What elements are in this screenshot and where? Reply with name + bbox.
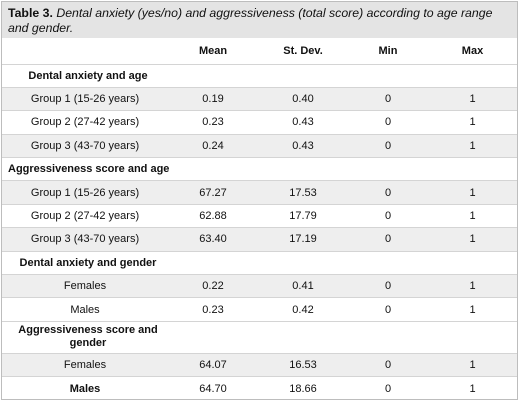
table-row: Males 64.70 18.66 0 1 xyxy=(2,376,517,400)
table-row: Group 1 (15-26 years) 0.19 0.40 0 1 xyxy=(2,87,517,111)
cell-min: 0 xyxy=(384,116,392,129)
row-label: Males xyxy=(70,303,100,316)
cell-max: 1 xyxy=(469,186,476,199)
table-row: Group 2 (27-42 years) 62.88 17.79 0 1 xyxy=(2,204,517,227)
cell-max: 1 xyxy=(469,116,476,129)
header-max: Max xyxy=(461,44,484,57)
cell-max: 1 xyxy=(469,139,476,152)
header-mean: Mean xyxy=(198,44,228,57)
cell-min: 0 xyxy=(384,303,392,316)
header-st-dev: St. Dev. xyxy=(283,44,323,57)
cell-max: 1 xyxy=(469,233,476,246)
table-row: Females 0.22 0.41 0 1 xyxy=(2,274,517,298)
cell-st-dev: 0.43 xyxy=(292,116,314,129)
row-label: Females xyxy=(63,280,107,293)
row-label: Females xyxy=(63,358,107,371)
cell-st-dev: 17.19 xyxy=(289,233,317,246)
section-title: Aggressiveness score and age xyxy=(8,163,170,176)
cell-mean: 0.23 xyxy=(202,116,224,129)
cell-mean: 0.24 xyxy=(202,139,224,152)
table-title: Dental anxiety (yes/no) and aggressivene… xyxy=(8,6,493,35)
cell-min: 0 xyxy=(384,186,392,199)
cell-mean: 67.27 xyxy=(199,186,227,199)
cell-max: 1 xyxy=(469,93,476,106)
table-caption: Table 3. Dental anxiety (yes/no) and agg… xyxy=(2,2,517,38)
row-label: Group 2 (27-42 years) xyxy=(30,210,140,223)
section-title: Dental anxiety and gender xyxy=(19,256,157,269)
cell-max: 1 xyxy=(469,210,476,223)
section-title: Aggressiveness score and gender xyxy=(18,324,158,350)
cell-st-dev: 16.53 xyxy=(289,358,317,371)
cell-mean: 62.88 xyxy=(199,210,227,223)
cell-min: 0 xyxy=(384,358,392,371)
section-header-row: Aggressiveness score and gender xyxy=(2,321,517,353)
row-label: Males xyxy=(69,382,101,395)
cell-max: 1 xyxy=(469,303,476,316)
table-row: Males 0.23 0.42 0 1 xyxy=(2,297,517,321)
header-row: Mean St. Dev. Min Max xyxy=(2,38,517,64)
cell-min: 0 xyxy=(384,382,392,395)
header-min: Min xyxy=(378,44,398,57)
cell-mean: 63.40 xyxy=(199,233,227,246)
row-label: Group 3 (43-70 years) xyxy=(30,233,140,246)
table-row: Females 64.07 16.53 0 1 xyxy=(2,353,517,377)
cell-st-dev: 0.41 xyxy=(292,280,314,293)
table-row: Group 2 (27-42 years) 0.23 0.43 0 1 xyxy=(2,110,517,134)
row-label: Group 1 (15-26 years) xyxy=(30,186,140,199)
section-title: Dental anxiety and age xyxy=(28,69,148,82)
cell-mean: 64.07 xyxy=(199,358,227,371)
cell-max: 1 xyxy=(469,280,476,293)
section-header-row: Dental anxiety and gender xyxy=(2,251,517,274)
cell-max: 1 xyxy=(469,382,476,395)
section-header-row: Dental anxiety and age xyxy=(2,64,517,87)
header-blank xyxy=(2,38,168,64)
cell-min: 0 xyxy=(384,280,392,293)
data-table: Mean St. Dev. Min Max Dental anxiety and… xyxy=(2,38,517,400)
cell-min: 0 xyxy=(384,210,392,223)
cell-st-dev: 0.43 xyxy=(292,139,314,152)
cell-st-dev: 0.42 xyxy=(292,303,314,316)
cell-mean: 0.19 xyxy=(202,93,224,106)
cell-st-dev: 0.40 xyxy=(292,93,314,106)
cell-max: 1 xyxy=(469,358,476,371)
row-label: Group 2 (27-42 years) xyxy=(30,116,140,129)
table-label: Table 3. xyxy=(8,6,53,20)
cell-mean: 64.70 xyxy=(199,382,227,395)
cell-st-dev: 17.53 xyxy=(289,186,317,199)
section-header-row: Aggressiveness score and age xyxy=(2,157,517,181)
table-row: Group 1 (15-26 years) 67.27 17.53 0 1 xyxy=(2,180,517,205)
cell-min: 0 xyxy=(384,139,392,152)
cell-st-dev: 18.66 xyxy=(289,382,317,395)
cell-min: 0 xyxy=(384,233,392,246)
cell-mean: 0.22 xyxy=(202,280,224,293)
row-label: Group 3 (43-70 years) xyxy=(30,139,140,152)
table-row: Group 3 (43-70 years) 63.40 17.19 0 1 xyxy=(2,227,517,252)
table-row: Group 3 (43-70 years) 0.24 0.43 0 1 xyxy=(2,134,517,158)
cell-mean: 0.23 xyxy=(202,303,224,316)
cell-min: 0 xyxy=(384,93,392,106)
cell-st-dev: 17.79 xyxy=(289,210,317,223)
row-label: Group 1 (15-26 years) xyxy=(30,93,140,106)
